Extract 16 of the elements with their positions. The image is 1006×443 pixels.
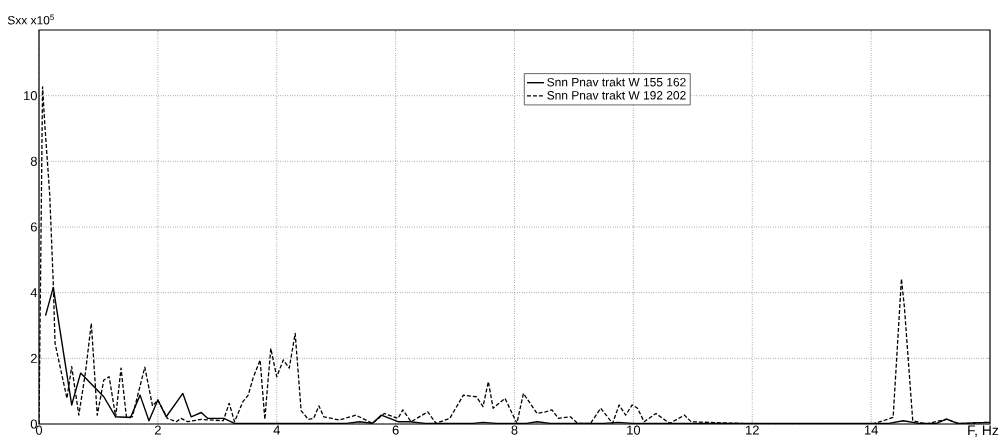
- y-tick-label: 6: [30, 222, 37, 232]
- y-tick-label: 10: [24, 91, 37, 101]
- x-tick-label: 10: [627, 425, 641, 435]
- x-tick-label: 6: [392, 425, 399, 435]
- y-tick-label: 8: [30, 156, 37, 166]
- x-axis-title: F, Hz: [968, 425, 999, 437]
- x-tick-label: 8: [511, 425, 518, 435]
- legend-label: Snn Pnav trakt W 155 162: [547, 77, 686, 87]
- x-tick-label: 14: [864, 425, 878, 435]
- legend-label: Snn Pnav trakt W 192 202: [547, 90, 686, 100]
- y-axis-title: Sxx x10$^{5}$: [7, 14, 54, 25]
- x-tick-label: 4: [273, 425, 280, 435]
- y-tick-label: 2: [30, 353, 37, 363]
- x-tick-label: 2: [154, 425, 161, 435]
- y-tick-label: 4: [30, 288, 38, 298]
- x-tick-label: 12: [746, 425, 759, 435]
